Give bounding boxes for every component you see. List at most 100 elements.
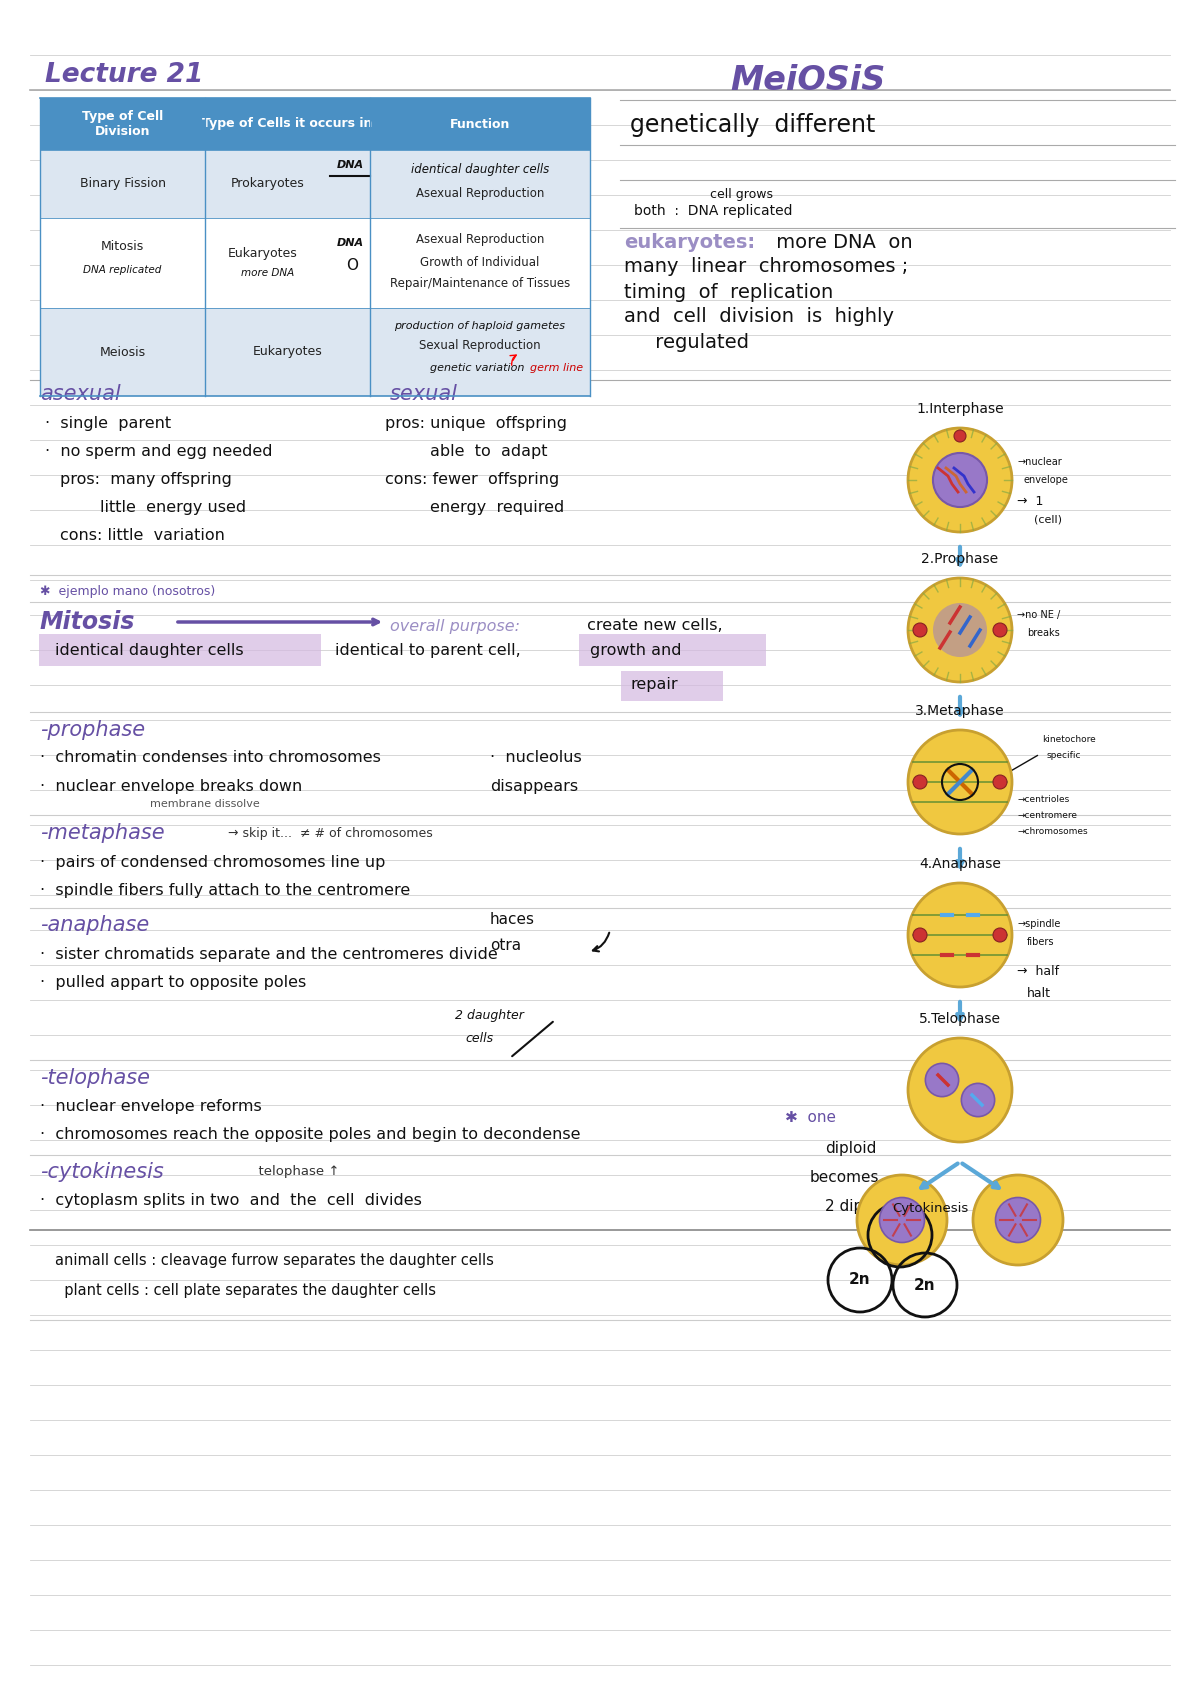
- Text: Meiosis: Meiosis: [100, 346, 145, 358]
- Text: 3.Metaphase: 3.Metaphase: [916, 704, 1004, 718]
- Text: able  to  adapt: able to adapt: [430, 445, 547, 458]
- Text: animall cells : cleavage furrow separates the daughter cells: animall cells : cleavage furrow separate…: [55, 1252, 494, 1268]
- Text: 2 daughter: 2 daughter: [455, 1008, 524, 1022]
- Text: cells: cells: [466, 1032, 493, 1044]
- Text: otra: otra: [490, 937, 521, 952]
- Text: energy  required: energy required: [430, 501, 564, 514]
- Text: overall purpose:: overall purpose:: [390, 618, 520, 633]
- Text: becomes: becomes: [810, 1169, 880, 1185]
- Text: Sexual Reproduction: Sexual Reproduction: [419, 339, 541, 353]
- Circle shape: [994, 776, 1007, 789]
- Text: →chromosomes: →chromosomes: [1018, 826, 1087, 837]
- Text: 5.Telophase: 5.Telophase: [919, 1011, 1001, 1027]
- Text: pros: unique  offspring: pros: unique offspring: [385, 416, 568, 431]
- Text: ·  chromosomes reach the opposite poles and begin to decondense: · chromosomes reach the opposite poles a…: [40, 1127, 581, 1142]
- FancyBboxPatch shape: [622, 670, 722, 701]
- Text: both  :  DNA replicated: both : DNA replicated: [634, 204, 792, 217]
- Circle shape: [880, 1198, 924, 1242]
- Text: Type of Cells it occurs in: Type of Cells it occurs in: [203, 117, 373, 131]
- Text: →centrioles: →centrioles: [1018, 794, 1069, 804]
- Text: Mitosis: Mitosis: [40, 609, 136, 635]
- FancyBboxPatch shape: [580, 635, 766, 665]
- Text: pros:  many offspring: pros: many offspring: [60, 472, 232, 487]
- Text: more DNA  on: more DNA on: [770, 232, 913, 251]
- Text: identical daughter cells: identical daughter cells: [410, 163, 550, 176]
- Text: ·  chromatin condenses into chromosomes: · chromatin condenses into chromosomes: [40, 750, 380, 765]
- Text: regulated: regulated: [624, 333, 749, 351]
- Text: telophase ↑: telophase ↑: [250, 1166, 340, 1178]
- Text: production of haploid gametes: production of haploid gametes: [395, 321, 565, 331]
- Text: MeiOSiS: MeiOSiS: [730, 63, 886, 97]
- Text: Growth of Individual: Growth of Individual: [420, 256, 540, 268]
- Text: Repair/Maintenance of Tissues: Repair/Maintenance of Tissues: [390, 278, 570, 290]
- Text: Eukaryotes: Eukaryotes: [228, 246, 298, 260]
- Circle shape: [913, 623, 928, 636]
- Text: ·  cytoplasm splits in two  and  the  cell  divides: · cytoplasm splits in two and the cell d…: [40, 1193, 422, 1208]
- Text: envelope: envelope: [1024, 475, 1069, 485]
- Text: ·  pairs of condensed chromosomes line up: · pairs of condensed chromosomes line up: [40, 855, 385, 869]
- Text: Mitosis: Mitosis: [101, 239, 144, 253]
- Text: →nuclear: →nuclear: [1018, 456, 1062, 467]
- Bar: [40, 98, 590, 149]
- Text: cell grows: cell grows: [710, 188, 773, 200]
- Text: kinetochore: kinetochore: [1042, 735, 1096, 743]
- Circle shape: [913, 776, 928, 789]
- Text: timing  of  replication: timing of replication: [624, 283, 833, 302]
- Text: -metaphase: -metaphase: [40, 823, 164, 843]
- Text: halt: halt: [1027, 988, 1051, 1000]
- Text: ·  nuclear envelope breaks down: · nuclear envelope breaks down: [40, 779, 302, 794]
- Text: cons: little  variation: cons: little variation: [60, 528, 224, 543]
- Text: 2n: 2n: [850, 1273, 871, 1288]
- Text: 2.Prophase: 2.Prophase: [922, 552, 998, 567]
- Text: genetically  different: genetically different: [630, 114, 875, 137]
- Bar: [40, 217, 590, 307]
- Text: Asexual Reproduction: Asexual Reproduction: [416, 187, 544, 200]
- Text: ·  single  parent: · single parent: [46, 416, 172, 431]
- Text: germ line: germ line: [530, 363, 583, 373]
- Text: plant cells : cell plate separates the daughter cells: plant cells : cell plate separates the d…: [55, 1283, 436, 1298]
- Text: O: O: [346, 258, 358, 273]
- Text: Prokaryotes: Prokaryotes: [230, 178, 305, 190]
- Text: diploid: diploid: [826, 1140, 876, 1156]
- Text: many  linear  chromosomes ;: many linear chromosomes ;: [624, 256, 908, 277]
- Text: asexual: asexual: [40, 384, 121, 404]
- Circle shape: [908, 882, 1012, 988]
- Text: →no NE /: →no NE /: [1018, 609, 1061, 619]
- Text: Cytokinesis: Cytokinesis: [892, 1201, 968, 1215]
- Bar: [40, 307, 590, 395]
- Text: 2n: 2n: [889, 1227, 911, 1242]
- Text: →  1: → 1: [1018, 496, 1043, 507]
- Text: ·  nucleolus: · nucleolus: [490, 750, 582, 765]
- Circle shape: [908, 579, 1012, 682]
- Text: Function: Function: [450, 117, 510, 131]
- Text: ✱  one: ✱ one: [785, 1110, 836, 1125]
- Text: →spindle: →spindle: [1018, 920, 1061, 928]
- Text: → skip it...  ≠ # of chromosomes: → skip it... ≠ # of chromosomes: [228, 826, 433, 840]
- Text: →  half: → half: [1018, 966, 1060, 977]
- Text: identical to parent cell,: identical to parent cell,: [335, 643, 521, 657]
- Text: ·  sister chromatids separate and the centromeres divide: · sister chromatids separate and the cen…: [40, 947, 498, 962]
- Circle shape: [908, 1039, 1012, 1142]
- Text: -anaphase: -anaphase: [40, 915, 149, 935]
- Circle shape: [925, 1064, 959, 1096]
- Circle shape: [994, 928, 1007, 942]
- Circle shape: [908, 730, 1012, 833]
- Text: sexual: sexual: [390, 384, 458, 404]
- Text: eukaryotes:: eukaryotes:: [624, 232, 755, 251]
- Circle shape: [932, 453, 988, 507]
- Text: breaks: breaks: [1027, 628, 1060, 638]
- Text: DNA: DNA: [336, 160, 364, 170]
- Text: cons: fewer  offspring: cons: fewer offspring: [385, 472, 559, 487]
- FancyBboxPatch shape: [38, 635, 322, 665]
- Text: 4.Anaphase: 4.Anaphase: [919, 857, 1001, 871]
- Circle shape: [908, 428, 1012, 531]
- Text: Asexual Reproduction: Asexual Reproduction: [416, 234, 544, 246]
- Text: and  cell  division  is  highly: and cell division is highly: [624, 307, 894, 326]
- Text: Type of Cell
Division: Type of Cell Division: [82, 110, 163, 137]
- Text: membrane dissolve: membrane dissolve: [150, 799, 259, 809]
- Text: -telophase: -telophase: [40, 1067, 150, 1088]
- Text: repair: repair: [630, 677, 678, 691]
- Text: more DNA: more DNA: [241, 268, 294, 278]
- Text: create new cells,: create new cells,: [582, 618, 722, 633]
- Text: DNA: DNA: [336, 238, 364, 248]
